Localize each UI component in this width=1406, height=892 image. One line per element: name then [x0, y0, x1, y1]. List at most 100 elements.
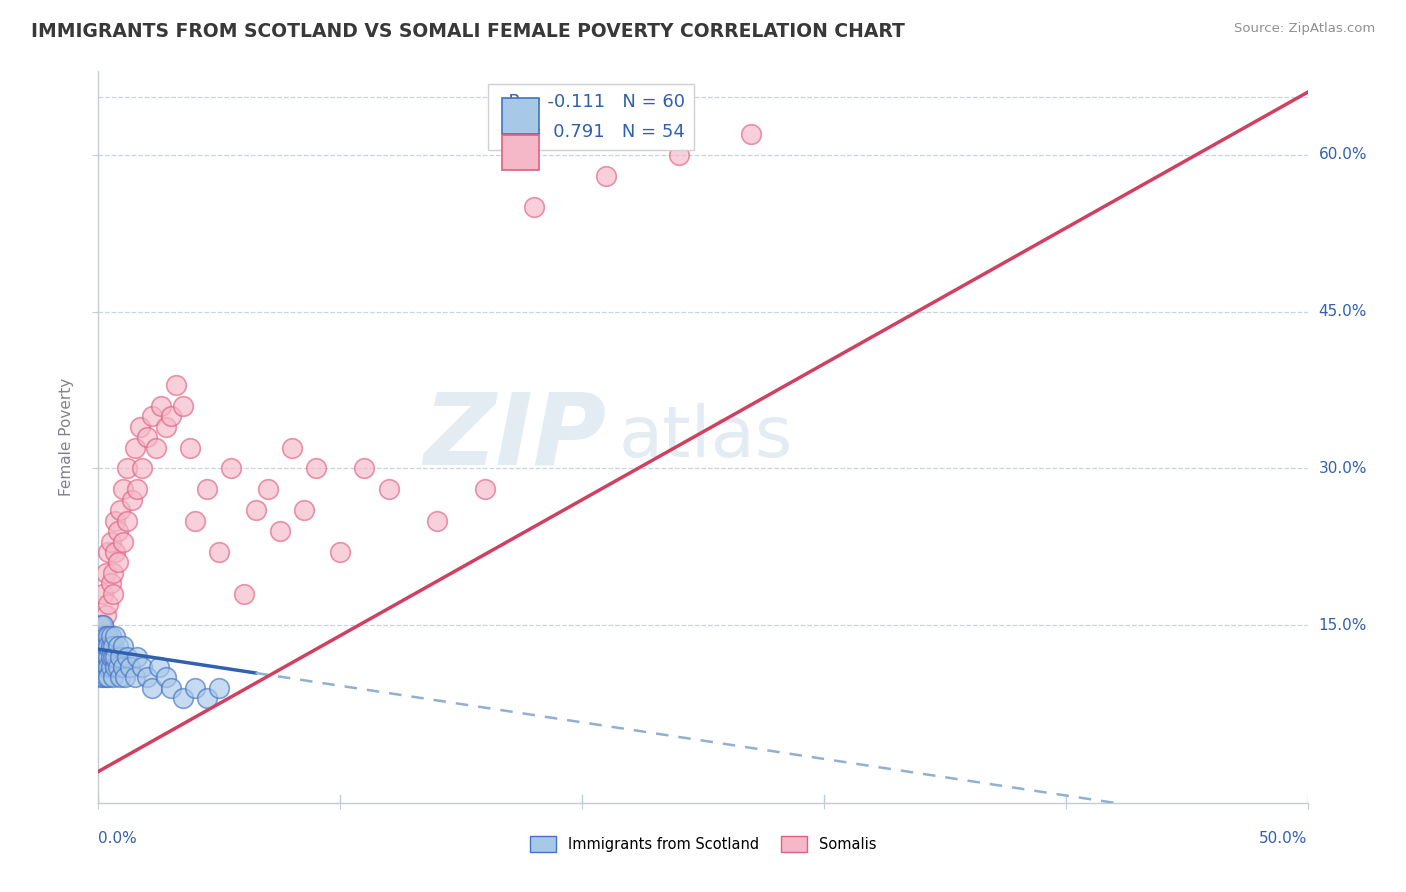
Point	[94, 607, 117, 622]
Text: 50.0%: 50.0%	[1260, 830, 1308, 846]
Point	[108, 503, 131, 517]
Point	[107, 639, 129, 653]
Point	[107, 524, 129, 538]
Point	[94, 660, 117, 674]
Point	[595, 169, 617, 183]
Point	[131, 461, 153, 475]
Point	[108, 670, 131, 684]
Point	[101, 649, 124, 664]
Point	[353, 461, 375, 475]
Point	[221, 461, 243, 475]
Point	[135, 670, 157, 684]
Point	[100, 639, 122, 653]
Point	[145, 441, 167, 455]
Point	[292, 503, 315, 517]
Point	[305, 461, 328, 475]
Point	[668, 148, 690, 162]
Point	[94, 670, 117, 684]
Point	[97, 597, 120, 611]
Point	[90, 629, 112, 643]
Text: Source: ZipAtlas.com: Source: ZipAtlas.com	[1234, 22, 1375, 36]
Point	[127, 483, 149, 497]
Point	[135, 430, 157, 444]
Point	[94, 639, 117, 653]
Point	[160, 409, 183, 424]
Point	[90, 639, 112, 653]
Point	[111, 639, 134, 653]
Point	[107, 556, 129, 570]
Point	[90, 618, 112, 632]
Text: ZIP: ZIP	[423, 389, 606, 485]
Point	[100, 629, 122, 643]
Point	[111, 660, 134, 674]
Point	[256, 483, 278, 497]
Point	[184, 514, 207, 528]
Point	[90, 660, 112, 674]
Point	[208, 545, 231, 559]
Point	[121, 492, 143, 507]
Point	[117, 649, 139, 664]
Point	[97, 639, 120, 653]
Point	[97, 629, 120, 643]
Point	[90, 639, 112, 653]
Point	[100, 534, 122, 549]
Point	[474, 483, 496, 497]
Bar	[502, 135, 538, 170]
Point	[91, 639, 114, 653]
Point	[101, 670, 124, 684]
Point	[90, 649, 112, 664]
Text: IMMIGRANTS FROM SCOTLAND VS SOMALI FEMALE POVERTY CORRELATION CHART: IMMIGRANTS FROM SCOTLAND VS SOMALI FEMAL…	[31, 22, 905, 41]
Point	[87, 629, 110, 643]
Point	[155, 419, 177, 434]
Point	[91, 618, 114, 632]
Point	[90, 649, 112, 664]
Point	[269, 524, 291, 538]
Point	[160, 681, 183, 695]
Point	[91, 587, 114, 601]
Text: 0.0%: 0.0%	[98, 830, 138, 846]
Point	[108, 649, 131, 664]
Point	[101, 566, 124, 580]
Point	[94, 566, 117, 580]
Point	[114, 670, 136, 684]
Point	[91, 649, 114, 664]
Point	[104, 514, 127, 528]
Point	[104, 545, 127, 559]
Point	[104, 629, 127, 643]
Point	[165, 377, 187, 392]
Point	[100, 649, 122, 664]
Point	[128, 419, 150, 434]
Point	[141, 409, 163, 424]
Point	[100, 576, 122, 591]
Point	[91, 660, 114, 674]
Point	[91, 660, 114, 674]
Point	[195, 483, 218, 497]
Point	[94, 629, 117, 643]
Point	[131, 660, 153, 674]
Point	[281, 441, 304, 455]
Point	[523, 200, 546, 214]
Point	[97, 660, 120, 674]
Point	[101, 639, 124, 653]
Point	[111, 534, 134, 549]
Point	[232, 587, 254, 601]
Point	[94, 649, 117, 664]
Text: R = -0.111   N = 60
  R =  0.791   N = 54: R = -0.111 N = 60 R = 0.791 N = 54	[498, 94, 686, 141]
Legend: Immigrants from Scotland, Somalis: Immigrants from Scotland, Somalis	[524, 830, 882, 858]
Point	[127, 649, 149, 664]
Point	[208, 681, 231, 695]
Bar	[502, 98, 538, 134]
Text: 60.0%: 60.0%	[1319, 147, 1367, 162]
Point	[148, 660, 170, 674]
Point	[195, 691, 218, 706]
Text: atlas: atlas	[619, 402, 793, 472]
Point	[184, 681, 207, 695]
Point	[91, 649, 114, 664]
Point	[97, 649, 120, 664]
Point	[87, 649, 110, 664]
Point	[377, 483, 399, 497]
Text: 15.0%: 15.0%	[1319, 617, 1367, 632]
Point	[91, 670, 114, 684]
Y-axis label: Female Poverty: Female Poverty	[59, 378, 75, 496]
Point	[172, 399, 194, 413]
